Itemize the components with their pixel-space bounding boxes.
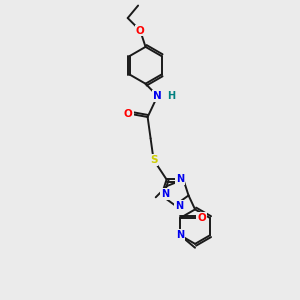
Text: N: N bbox=[153, 91, 162, 101]
Text: N: N bbox=[176, 175, 184, 184]
Text: H: H bbox=[167, 91, 175, 101]
Text: N: N bbox=[161, 189, 169, 199]
Text: S: S bbox=[150, 155, 157, 165]
Text: O: O bbox=[136, 26, 145, 35]
Text: O: O bbox=[197, 213, 206, 223]
Text: N: N bbox=[176, 230, 184, 240]
Text: O: O bbox=[124, 109, 133, 119]
Text: N: N bbox=[175, 201, 183, 211]
